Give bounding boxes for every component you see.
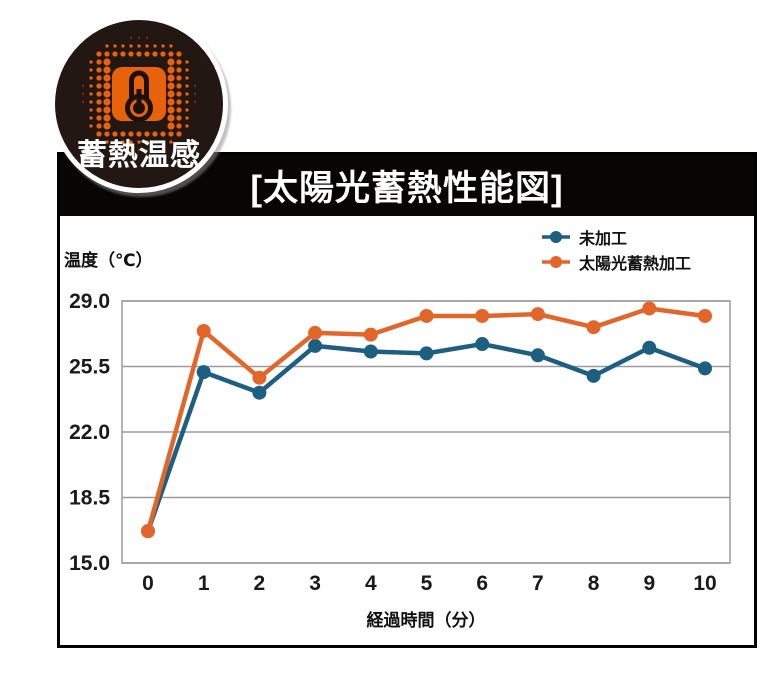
x-axis-title: 経過時間（分） [366, 611, 486, 630]
legend-label-unprocessed: 未加工 [579, 230, 628, 248]
legend-item-unprocessed: 未加工 [541, 224, 691, 249]
halftone-dots [82, 37, 196, 151]
badge-label: 蓄熱温感 [77, 139, 201, 172]
legend-marker-blue [542, 230, 570, 243]
legend: 未加工 太陽光蓄熱加工 [541, 224, 691, 274]
legend-item-processed: 太陽光蓄熱加工 [541, 249, 691, 274]
y-axis-title: 温度（℃） [64, 251, 153, 270]
legend-marker-orange [542, 255, 570, 268]
chart-title: [太陽光蓄熱性能図] [250, 169, 564, 208]
legend-label-processed: 太陽光蓄熱加工 [579, 255, 692, 273]
heat-storage-badge: 蓄熱温感 [50, 15, 228, 193]
thermometer-halftone-icon [82, 37, 196, 151]
thermometer-glyph [125, 70, 153, 123]
